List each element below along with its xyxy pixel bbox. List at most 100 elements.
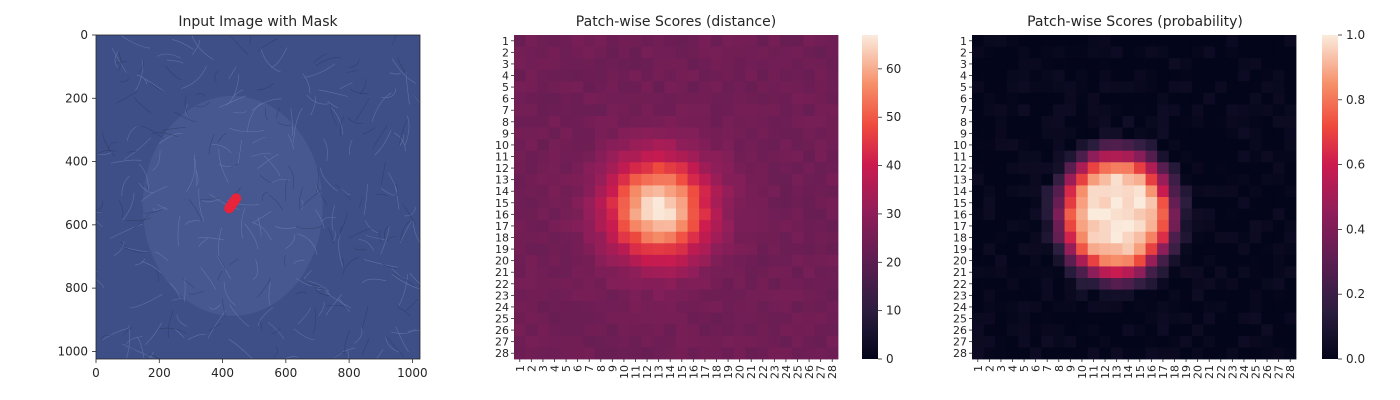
heatmap-cell	[1076, 127, 1089, 140]
heatmap-cell	[733, 278, 746, 290]
col-tick-label: 10	[618, 365, 631, 379]
heatmap-cell	[1041, 104, 1054, 117]
heatmap-cell	[687, 347, 700, 360]
heatmap-cell	[733, 104, 746, 117]
heatmap-cell	[733, 150, 746, 163]
heatmap-cell	[1157, 220, 1170, 233]
heatmap-cell	[548, 347, 561, 360]
heatmap-cell	[687, 278, 700, 290]
heatmap-cell	[1238, 173, 1251, 186]
heatmap-cell	[664, 173, 677, 186]
heatmap-cell	[676, 347, 688, 360]
heatmap-cell	[814, 116, 827, 128]
heatmap-cell	[1145, 58, 1158, 71]
heatmap-cell	[1099, 324, 1112, 337]
heatmap-cell	[1134, 104, 1146, 117]
heatmap-cell	[1122, 278, 1135, 290]
heatmap-cell	[560, 35, 573, 47]
heatmap-cell	[757, 335, 769, 348]
heatmap-cell	[514, 162, 526, 175]
heatmap-cell	[1134, 185, 1146, 198]
heatmap-cell	[629, 139, 642, 152]
heatmap-cell	[995, 81, 1008, 94]
heatmap-cell	[595, 197, 607, 209]
heatmap-cell	[629, 69, 642, 82]
heatmap-cell	[1076, 324, 1089, 337]
heatmap-cell	[1157, 335, 1170, 348]
heatmap-cell	[606, 58, 619, 71]
heatmap-cell	[548, 231, 561, 244]
heatmap-cell	[618, 220, 631, 233]
heatmap-cell	[803, 69, 816, 82]
heatmap-cell	[757, 150, 769, 163]
heatmap-cell	[1076, 185, 1089, 198]
heatmap-cell	[1087, 254, 1100, 267]
heatmap-cell	[722, 231, 735, 244]
heatmap-cell	[1157, 81, 1170, 94]
heatmap-cell	[983, 220, 996, 233]
heatmap-cell	[722, 324, 735, 337]
heatmap-cell	[1122, 150, 1135, 163]
heatmap-cell	[537, 92, 550, 105]
heatmap-cell	[1249, 127, 1262, 140]
heatmap-cell	[571, 312, 584, 325]
heatmap-cell	[514, 301, 526, 314]
heatmap-cell	[606, 104, 619, 117]
heatmap-cell	[652, 335, 665, 348]
heatmap-cell	[1215, 35, 1227, 47]
heatmap-cell	[780, 92, 793, 105]
heatmap-cell	[1191, 173, 1204, 186]
heatmap-cell	[618, 173, 631, 186]
heatmap-cell	[699, 139, 712, 152]
heatmap-cell	[983, 127, 996, 140]
heatmap-cell	[1226, 335, 1239, 348]
heatmap-cell	[595, 324, 607, 337]
heatmap-cell	[1261, 289, 1274, 302]
heatmap-cell	[1284, 220, 1297, 233]
heatmap-cell	[1041, 92, 1054, 105]
heatmap-cell	[1180, 197, 1193, 209]
heatmap-cell	[595, 104, 607, 117]
heatmap-cell	[618, 116, 631, 128]
heatmap-cell	[629, 289, 642, 302]
heatmap-cell	[676, 92, 688, 105]
heatmap-cell	[1076, 243, 1089, 256]
heatmap-cell	[1041, 347, 1054, 360]
heatmap-cell	[757, 58, 769, 71]
heatmap-cell	[1041, 116, 1054, 128]
heatmap-cell	[1006, 116, 1019, 128]
heatmap-cell	[814, 58, 827, 71]
heatmap-cell	[1168, 150, 1181, 163]
heatmap-cell	[514, 231, 526, 244]
heatmap-cell	[1145, 243, 1158, 256]
heatmap-cell	[722, 162, 735, 175]
heatmap-cell	[595, 301, 607, 314]
heatmap-cell	[1191, 92, 1204, 105]
heatmap-cell	[803, 173, 816, 186]
col-tick-label: 2	[983, 365, 996, 372]
heatmap-cell	[1053, 127, 1065, 140]
heatmap-cell	[514, 254, 526, 267]
heatmap-cell	[780, 324, 793, 337]
heatmap-cell	[514, 69, 526, 82]
heatmap-cell	[595, 69, 607, 82]
heatmap-cell	[606, 289, 619, 302]
heatmap-cell	[733, 312, 746, 325]
heatmap-cell	[699, 197, 712, 209]
heatmap-cell	[1134, 324, 1146, 337]
heatmap-cell	[1018, 185, 1031, 198]
heatmap-cell	[814, 254, 827, 267]
heatmap-cell	[664, 197, 677, 209]
heatmap-cell	[618, 139, 631, 152]
heatmap-cell	[1029, 347, 1042, 360]
heatmap-cell	[595, 127, 607, 140]
heatmap-cell	[1145, 162, 1158, 175]
heatmap-cell	[983, 347, 996, 360]
heatmap-cell	[733, 335, 746, 348]
heatmap-cell	[1006, 197, 1019, 209]
heatmap-cell	[1006, 347, 1019, 360]
heatmap-cell	[826, 335, 839, 348]
heatmap-cell	[1226, 266, 1239, 279]
heatmap-cell	[1087, 278, 1100, 290]
row-tick-label: 2	[502, 46, 509, 59]
